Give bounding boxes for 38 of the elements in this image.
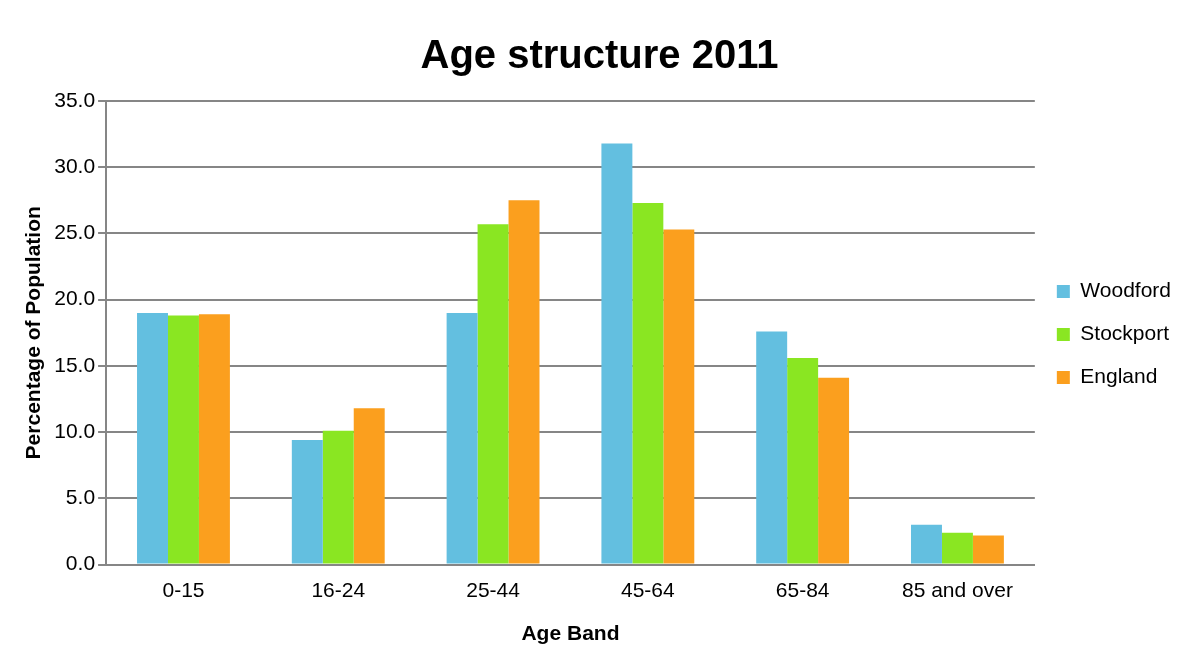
bar [941,532,973,564]
bar [601,143,633,564]
bar [446,312,478,564]
y-tick-label: 15.0 [54,352,96,376]
y-tick-label: 5.0 [65,485,96,509]
bar [291,440,323,564]
bar [167,315,199,564]
x-axis-title: Age Band [521,621,620,645]
bar [508,200,540,564]
y-tick-label: 0.0 [65,551,96,575]
bar [198,314,230,564]
bar [756,331,788,564]
x-tick-label: 25-44 [466,578,521,601]
chart-title: Age structure 2011 [420,32,779,77]
y-axis-title: Percentage of Population [21,206,45,460]
bar [353,408,385,564]
legend-label: England [1080,364,1158,388]
legend-label: Stockport [1080,321,1170,345]
y-tick-label: 30.0 [54,154,96,178]
bar [818,377,850,564]
legend-label: Woodford [1080,278,1172,302]
x-tick-label: 65-84 [775,578,830,601]
x-tick-label: 0-15 [162,578,205,601]
x-tick-label: 16-24 [311,578,366,601]
y-tick-label: 35.0 [54,87,96,111]
bar [972,535,1004,564]
y-tick-label: 20.0 [54,286,96,310]
y-tick-label: 10.0 [54,418,96,442]
y-tick-label: 25.0 [54,220,96,244]
bar [663,229,695,564]
bar [322,430,354,564]
bar [911,524,942,564]
bar [787,357,819,564]
bar [137,312,168,564]
bar [632,202,664,564]
x-tick-label: 45-64 [620,578,676,601]
bar [477,224,509,564]
x-tick-label: 85 and over [901,578,1013,601]
